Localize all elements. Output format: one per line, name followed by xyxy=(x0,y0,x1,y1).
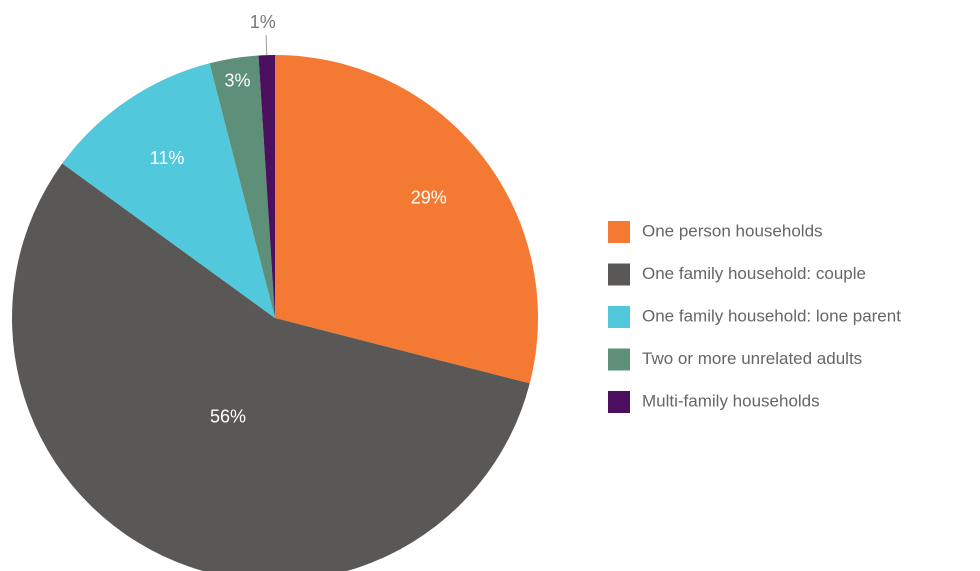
pie-slice xyxy=(62,63,275,318)
legend-swatch xyxy=(608,348,630,371)
slice-label: 56% xyxy=(210,407,246,427)
legend-swatch xyxy=(608,263,630,286)
pie-slice xyxy=(209,55,275,318)
slice-label: 1% xyxy=(250,12,276,32)
slice-label: 3% xyxy=(225,70,251,90)
legend-label: One person households xyxy=(642,221,823,240)
pie-slice xyxy=(275,55,538,384)
legend-label: Multi-family households xyxy=(642,391,820,410)
legend-swatch xyxy=(608,391,630,413)
pie-slice xyxy=(12,163,530,571)
legend-swatch xyxy=(608,306,630,328)
pie-slice xyxy=(258,55,275,318)
legend-label: One family household: lone parent xyxy=(642,306,901,325)
leader-line xyxy=(265,35,268,56)
legend-label: Two or more unrelated adults xyxy=(642,349,862,368)
slice-label: 11% xyxy=(150,148,185,168)
slice-label: 29% xyxy=(411,187,447,207)
legend-swatch xyxy=(608,221,630,243)
legend-label: One family household: couple xyxy=(642,264,866,283)
